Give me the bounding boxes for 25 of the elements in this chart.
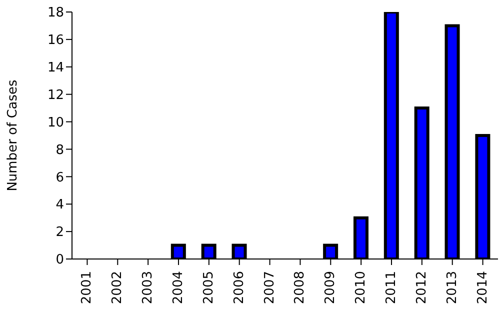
- x-tick-label: 2011: [384, 271, 399, 304]
- x-tick-label: 2013: [444, 271, 460, 304]
- x-tick-label: 2001: [80, 271, 95, 304]
- y-axis-title: Number of Cases: [6, 79, 21, 192]
- x-tick-label: 2007: [262, 271, 278, 304]
- y-tick-label: 0: [56, 252, 64, 268]
- y-tick-label: 18: [47, 6, 64, 21]
- y-tick-label: 8: [56, 142, 64, 158]
- y-tick-label: 14: [47, 60, 64, 76]
- x-tick-label: 2012: [414, 271, 430, 304]
- x-tick-label: 2009: [323, 271, 338, 304]
- x-tick-label: 2002: [110, 271, 126, 304]
- x-tick-label: 2010: [354, 271, 369, 304]
- y-tick-label: 12: [47, 88, 64, 103]
- y-tick-label: 2: [56, 225, 64, 240]
- y-tick-label: 4: [56, 198, 64, 213]
- y-tick-label: 10: [47, 115, 64, 130]
- x-tick-label: 2008: [292, 271, 308, 304]
- x-tick-label: 2006: [232, 271, 247, 304]
- x-tick-label: 2005: [201, 271, 216, 304]
- y-tick-label: 16: [47, 33, 64, 48]
- x-tick-label: 2014: [475, 271, 490, 304]
- x-tick-label: 2003: [140, 271, 156, 304]
- x-tick-label: 2004: [171, 271, 186, 304]
- y-tick-label: 6: [56, 170, 64, 186]
